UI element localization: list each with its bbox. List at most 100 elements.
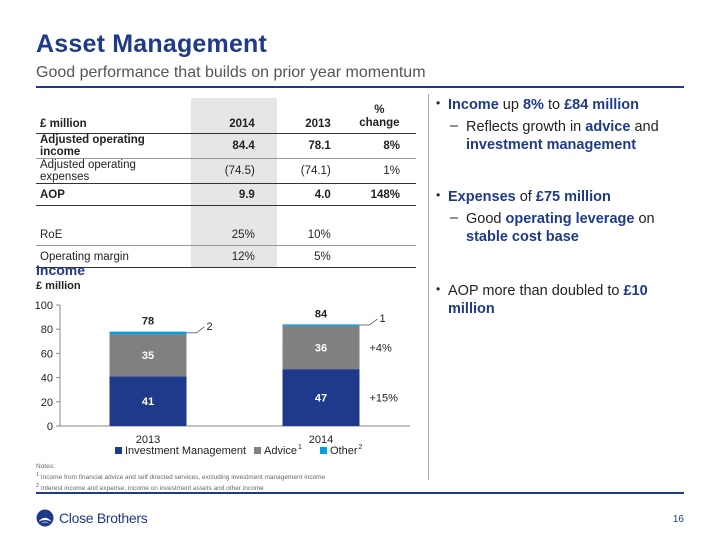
bar-segment-advice [282,325,360,370]
y-tick-label: 60 [41,348,53,360]
legend-superscript: 2 [359,444,363,451]
bullet-expenses-of: of [515,189,536,205]
advice-growth-label: +4% [370,342,393,354]
sub-bullet-income: – Reflects growth in advice and investme… [450,118,696,154]
table-row: Adjusted operating income 84.4 78.1 8% [36,133,416,159]
bar-total-label: 78 [142,316,154,328]
legend-swatch [320,447,327,454]
income-stacked-bar-chart: 0 20 40 60 80 100 41 35 78 2 2013 47 36 84 1 2014 +4% +15… [35,300,410,457]
sub-bullet-expenses-base: stable cost base [466,229,579,245]
row-change [342,245,416,268]
bullet-income-to: to [543,97,565,113]
financial-table: £ million 2014 2013 % change Adjusted ope… [36,98,416,268]
bullet-aop: • AOP more than doubled to £10 million [436,282,696,318]
bullet-dot-icon: • [436,282,441,296]
row-label: Adjusted operating expenses [36,158,191,184]
y-tick-label: 0 [47,421,53,433]
footer-divider [36,492,684,494]
row-value-2014: 84.4 [190,133,277,159]
bar-segment-investment-management [282,369,360,426]
bar-value-label: 35 [142,350,154,362]
bar-segment-other [282,324,360,326]
table-header-row: £ million 2014 2013 % change [36,98,416,134]
dash-icon: – [450,210,459,226]
footnote-1-number: 1 [36,472,40,478]
other-callout-line [369,318,378,326]
row-value-2014: 9.9 [190,183,277,206]
legend-swatch [115,447,122,454]
column-divider [428,94,429,480]
y-tick-label: 20 [41,397,53,409]
table-row: Adjusted operating expenses (74.5) (74.1… [36,158,416,184]
y-tick-label: 40 [41,373,53,385]
header-change-line2: change [359,117,400,129]
close-brothers-logo-icon [36,509,54,527]
row-value-2013: 78.1 [308,140,331,152]
x-tick-label: 2013 [136,434,160,446]
legend-label: Advice [264,445,297,457]
bullet-aop-text: AOP more than doubled to [448,283,624,299]
page-number: 16 [672,514,684,525]
bullet-expenses-label: Expenses [448,189,516,205]
table-row: RoE 25% 10% [36,224,416,246]
row-value-2013: 10% [307,228,331,241]
footnotes: Notes: 1 Income from financial advice an… [36,463,325,493]
row-change: 148% [342,183,416,206]
table-header-change: % change [342,98,416,134]
dash-icon: – [450,118,459,134]
row-change: 1% [342,158,416,184]
sub-bullet-expenses: – Good operating leverage on stable cost… [450,210,696,246]
logo-text: Close Brothers [59,510,148,526]
bullet-income-pct: 8% [522,97,544,113]
bullet-income-label: Income [448,97,499,113]
footnote-1: 1 Income from financial advice and self … [36,471,325,482]
sub-bullet-expenses-text: Good [466,211,506,227]
table-header-unit: £ million [36,98,191,134]
row-label: AOP [36,183,191,206]
bullet-expenses: • Expenses of £75 million [436,188,696,206]
im-growth-label: +15% [370,393,399,405]
table-row: AOP 9.9 4.0 148% [36,183,416,206]
sub-bullet-expenses-on: on [634,211,655,227]
y-tick-label: 100 [35,300,53,312]
bullet-dot-icon: • [436,96,441,110]
row-value-2013: 4.0 [276,183,343,206]
legend-label: Other [330,445,358,457]
other-value-label: 1 [380,313,386,325]
legend-superscript: 1 [298,444,302,451]
row-label: RoE [40,228,63,241]
y-tick-label: 80 [41,324,53,336]
footnote-2-number: 2 [36,483,40,490]
row-change [343,224,416,246]
bar-total-label: 84 [315,308,328,320]
bullet-income: • Income up 8% to £84 million [436,96,696,114]
header-change-line1: % [374,104,385,116]
income-chart-heading: Income [36,262,86,278]
page-subtitle: Good performance that builds on prior ye… [36,64,426,81]
notes-title: Notes: [36,463,55,470]
bar-value-label: 36 [315,342,327,354]
table-row: Operating margin 12% 5% [36,245,416,268]
footnote-1-text: Income from financial advice and self di… [39,474,326,482]
other-value-label: 2 [207,321,213,333]
close-brothers-logo: Close Brothers [36,509,148,527]
title-divider [36,86,684,88]
income-chart-unit: £ million [36,280,81,292]
sub-bullet-income-im: investment management [466,137,637,153]
row-value-2014: 12% [190,245,277,268]
sub-bullet-expenses-leverage: operating leverage [505,211,635,227]
row-value-2013: (74.1) [276,158,343,184]
row-value-2014: 25% [190,224,277,246]
table-spacer [36,205,416,224]
sub-bullet-income-and: and [630,119,659,135]
bullet-aop-amount: £10 million [448,283,648,317]
row-value-2014: (74.5) [190,158,277,184]
legend-swatch [254,447,261,454]
row-change: 8% [383,140,400,152]
row-label: Operating margin [36,245,191,268]
bar-segment-advice [109,334,187,377]
table-header-2013: 2013 [276,98,343,134]
bar-segment-other [109,331,187,335]
other-callout-line [196,326,205,334]
page-title: Asset Management [36,30,268,58]
